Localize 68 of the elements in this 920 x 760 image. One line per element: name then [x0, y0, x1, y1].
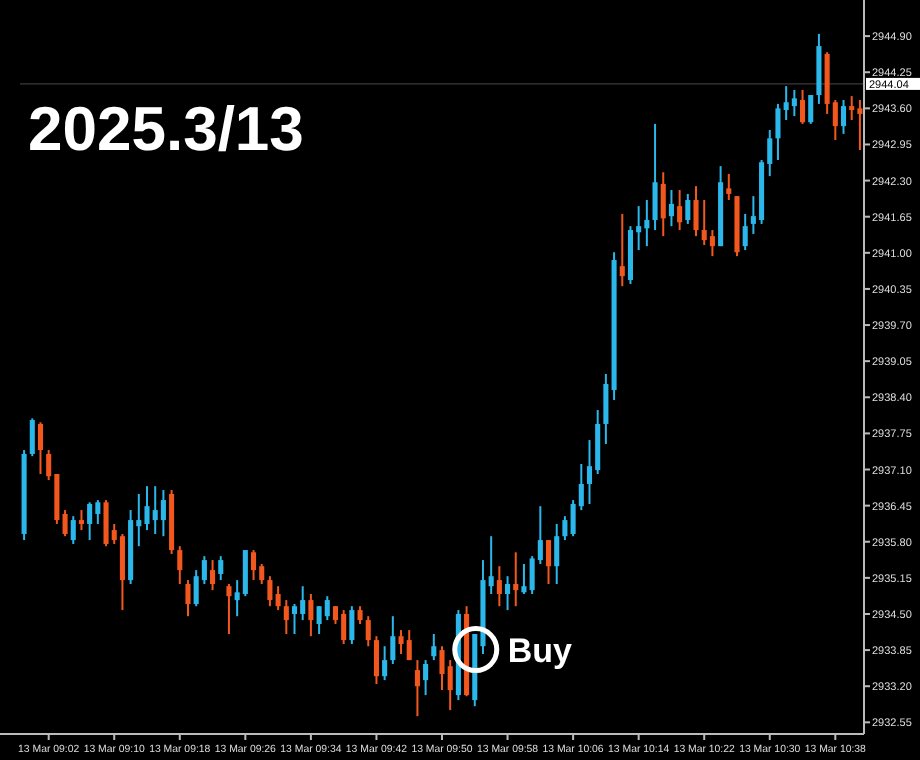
- candlestick: [693, 185, 699, 238]
- candlestick: [210, 559, 216, 592]
- candlestick: [226, 582, 232, 635]
- candlestick: [513, 551, 519, 608]
- candlestick: [742, 212, 748, 252]
- candlestick: [103, 499, 109, 548]
- text: 2025.3/13: [28, 94, 304, 164]
- candlestick: [95, 499, 101, 525]
- candlestick: [554, 522, 560, 585]
- candlestick: [406, 629, 412, 662]
- candlestick: [62, 509, 68, 538]
- candlestick: [685, 192, 691, 225]
- candlestick: [677, 189, 683, 232]
- candlestick: [431, 632, 437, 662]
- candlestick: [267, 575, 273, 608]
- candlestick: [291, 602, 298, 635]
- candlestick: [521, 562, 527, 595]
- candlestick: [373, 635, 379, 685]
- candlestick: [341, 609, 347, 645]
- candlestick: [668, 189, 674, 228]
- candlestick: [808, 94, 814, 125]
- candlestick: [726, 172, 732, 202]
- candlestick: [439, 645, 445, 692]
- candlestick: [29, 417, 35, 458]
- annotation: Buy: [507, 631, 574, 670]
- candlestick: [119, 532, 125, 612]
- candlestick: [242, 549, 248, 598]
- candlestick: [505, 575, 511, 612]
- candlestick: [37, 421, 44, 475]
- candlestick: [791, 89, 797, 118]
- candlestick: [185, 579, 191, 618]
- candlestick: [496, 565, 502, 608]
- candlestick: [701, 199, 707, 247]
- candlestick: [177, 545, 183, 585]
- candlestick: [78, 509, 84, 532]
- candlestick: [308, 592, 314, 638]
- candlestick: [70, 515, 76, 545]
- candlestick: [660, 171, 666, 238]
- candlestick: [849, 95, 855, 122]
- candlestick: [414, 659, 420, 718]
- candlestick: [652, 122, 658, 232]
- candlestick: [152, 485, 158, 535]
- candlestick: [619, 212, 625, 288]
- candlestick: [709, 229, 715, 258]
- candlestick: [283, 599, 289, 635]
- candlestick: [300, 585, 306, 622]
- candlestick: [316, 605, 322, 635]
- candlestick: [840, 99, 847, 135]
- candlestick: [349, 605, 355, 645]
- candlestick: [390, 615, 396, 665]
- candlestick: [644, 199, 650, 248]
- candlestick: [275, 585, 281, 612]
- candlestick: [365, 615, 371, 648]
- candlestick: [218, 555, 224, 582]
- candlestick: [775, 102, 781, 162]
- candlestick: [603, 372, 609, 445]
- candlestick: [144, 485, 150, 532]
- candlestick: [382, 645, 388, 682]
- candlestick: [545, 539, 552, 585]
- candlestick: [857, 99, 863, 152]
- candlestick: [160, 489, 166, 538]
- candlestick: [562, 515, 568, 542]
- candlestick: [87, 501, 93, 542]
- candlestick: [800, 89, 806, 125]
- candlestick: [250, 549, 257, 582]
- candlestick: [324, 595, 330, 622]
- candlestick: [398, 629, 404, 655]
- candlestick: [423, 659, 429, 697]
